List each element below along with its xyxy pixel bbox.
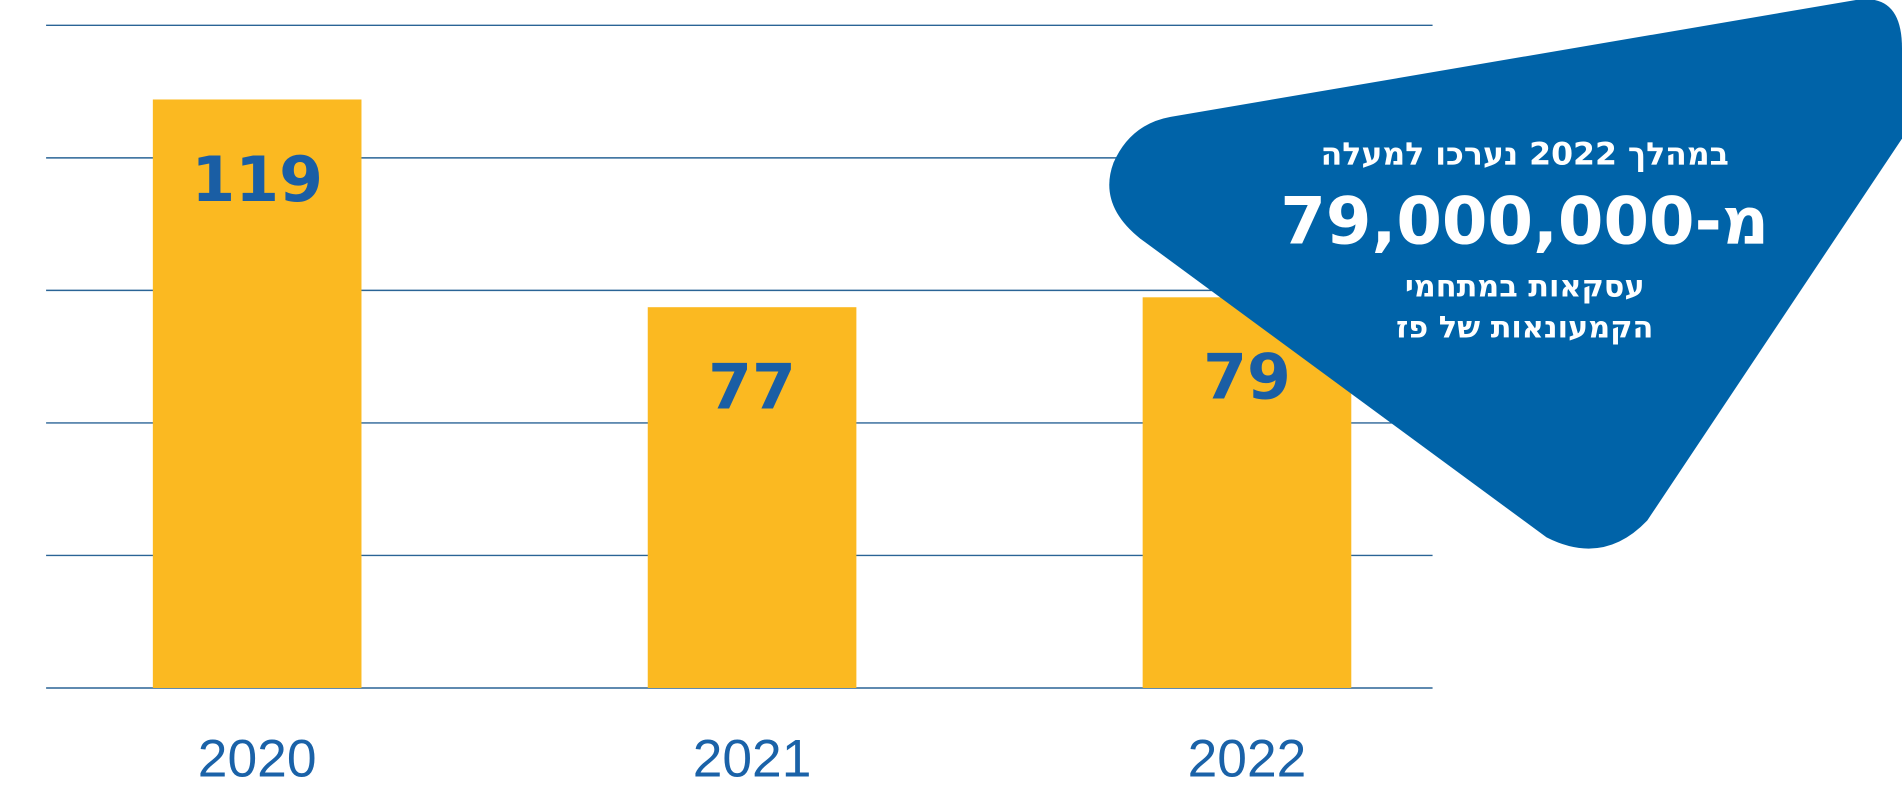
data-label: 79	[1203, 341, 1291, 414]
bar	[152, 99, 362, 688]
x-tick-label: 2022	[1188, 730, 1307, 788]
callout-line: עסקאות במתחמי	[1405, 270, 1645, 305]
x-tick-label: 2020	[198, 730, 317, 788]
callout-line: במהלך 2022 נערכו למעלה	[1321, 136, 1729, 172]
data-label: 77	[708, 351, 796, 424]
bar	[647, 307, 857, 688]
callout-line: הקמעונאות של פז	[1396, 310, 1653, 345]
callout-number: מ-79,000,000	[1280, 184, 1769, 260]
x-tick-label: 2021	[693, 730, 812, 788]
callout-shape	[1109, 0, 1902, 549]
data-label: 119	[191, 143, 323, 216]
